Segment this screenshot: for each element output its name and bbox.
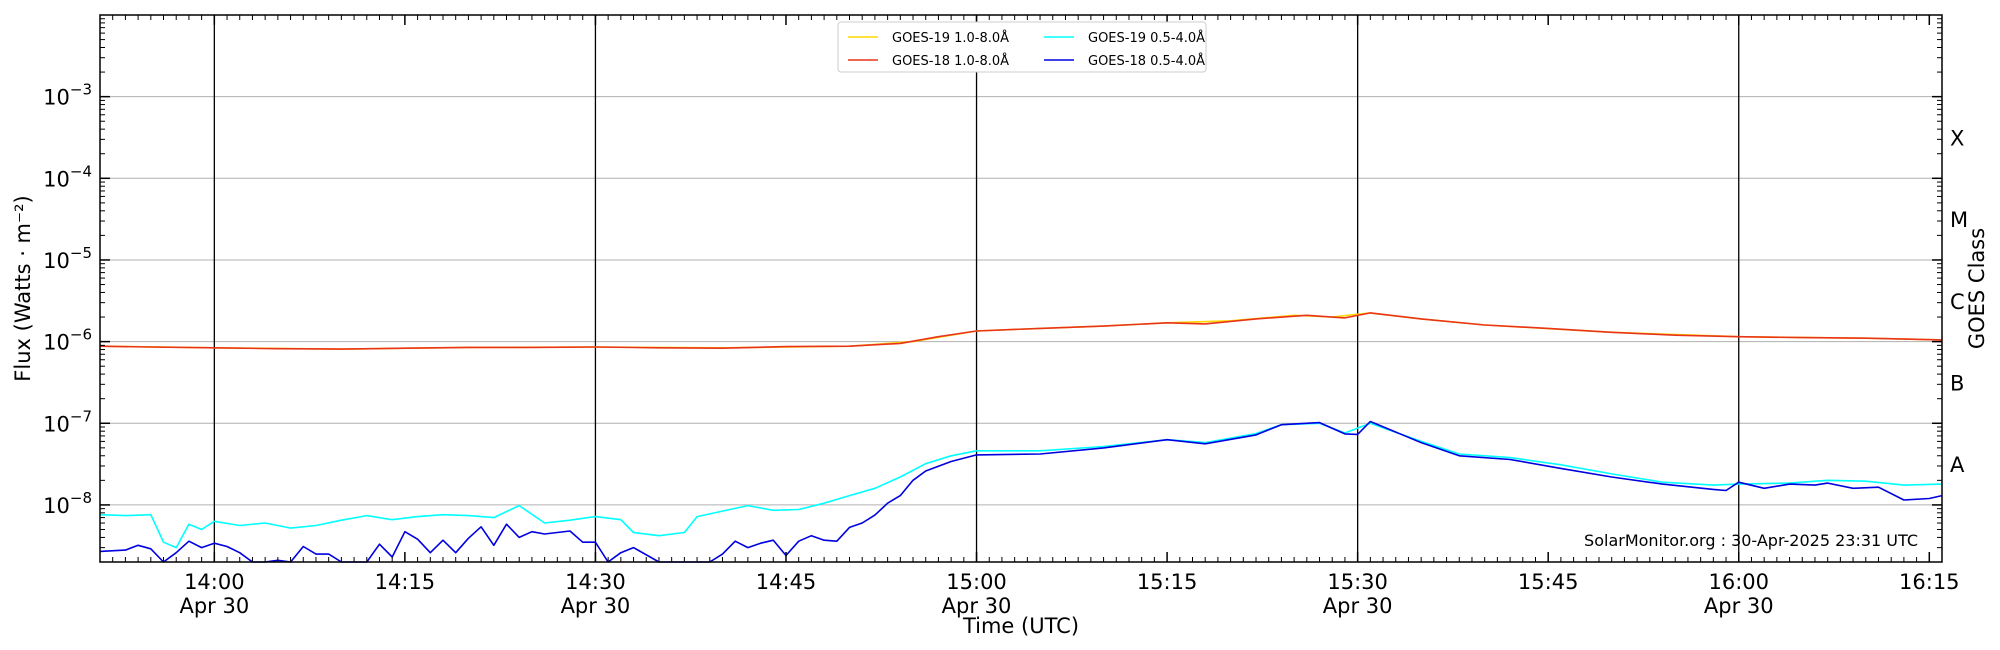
grid-layer [100, 96, 1942, 506]
goes-class-label: A [1950, 453, 1965, 477]
series-layer [99, 312, 1943, 563]
x-tick-label: 16:00 [1708, 570, 1769, 594]
plot-frame [99, 14, 1943, 563]
y-tick-label: 10−4 [43, 162, 92, 191]
credit-text: SolarMonitor.org : 30-Apr-2025 23:31 UTC [1584, 531, 1918, 550]
x-tick-label: 14:30 [565, 570, 626, 594]
legend-label: GOES-19 1.0-8.0Å [892, 30, 1009, 46]
y-tick-label: 10−7 [43, 407, 92, 436]
goes-class-label: X [1950, 126, 1964, 150]
legend-box [837, 21, 1207, 73]
x-tick-label: 15:00 [946, 570, 1007, 594]
y-tick-label: 10−3 [43, 81, 92, 110]
x-tick-label: 14:15 [375, 570, 436, 594]
series-line [99, 420, 1943, 563]
x-tick-label: 15:30 [1327, 570, 1388, 594]
legend-label: GOES-19 0.5-4.0Å [1088, 30, 1205, 46]
y-axis-title: Flux (Watts · m⁻²) [11, 195, 35, 381]
y-tick-label: 10−6 [43, 326, 92, 355]
x-tick-label: 16:15 [1899, 570, 1960, 594]
legend-label: GOES-18 0.5-4.0Å [1088, 53, 1205, 69]
y-tick-label: 10−5 [43, 244, 92, 273]
y2-axis-title: GOES Class [1965, 228, 1989, 349]
series-line [99, 312, 1943, 350]
x-tick-label: 15:45 [1518, 570, 1579, 594]
goes-class-labels: X M C B A [1950, 126, 1968, 477]
y-tick-label: 10−8 [43, 489, 92, 518]
x-tick-label: 14:00 [184, 570, 245, 594]
series-line [99, 422, 1943, 549]
goes-class-label: C [1950, 290, 1965, 314]
x-tick-date-label: Apr 30 [179, 594, 249, 618]
y-axis-ticks: 10−3 10−4 10−5 10−6 10−7 10−8 [43, 18, 1942, 549]
goes-class-label: M [1950, 208, 1968, 232]
x-tick-date-label: Apr 30 [942, 594, 1012, 618]
x-tick-label: 14:45 [756, 570, 817, 594]
x-tick-label: 15:15 [1137, 570, 1198, 594]
x-tick-date-label: Apr 30 [561, 594, 631, 618]
x-axis-title: Time (UTC) [962, 614, 1079, 638]
legend: GOES-19 1.0-8.0Å GOES-18 1.0-8.0Å GOES-19 … [837, 21, 1207, 73]
goes-class-label: B [1950, 371, 1964, 395]
x-tick-date-label: Apr 30 [1704, 594, 1774, 618]
day-vertical-lines [213, 15, 1740, 562]
legend-label: GOES-18 1.0-8.0Å [892, 53, 1009, 69]
x-tick-date-label: Apr 30 [1323, 594, 1393, 618]
